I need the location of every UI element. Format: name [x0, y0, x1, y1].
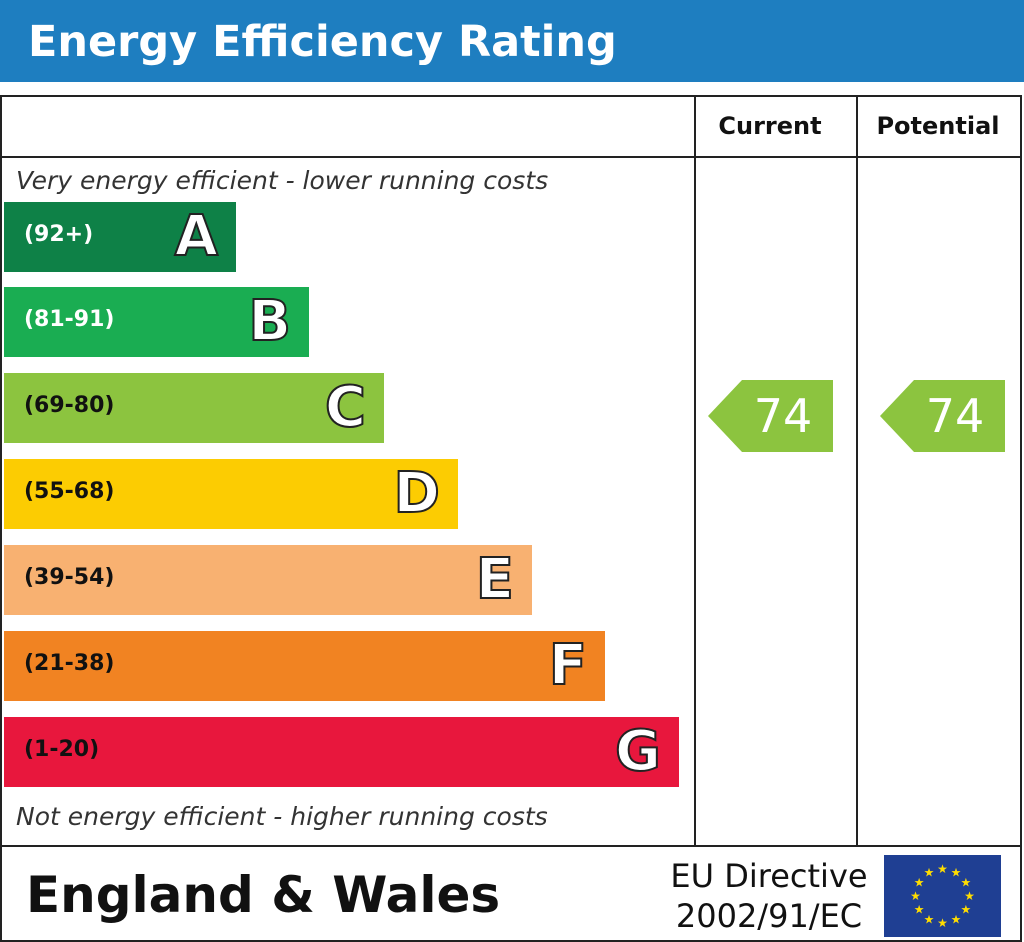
- divider-current: [694, 95, 696, 847]
- current-rating-arrow: 74: [708, 380, 833, 457]
- potential-arrow-shape: [880, 380, 1005, 452]
- band-range-label: (1-20): [24, 737, 100, 762]
- column-header-potential: Potential: [876, 112, 1000, 140]
- band-letter: C: [324, 374, 367, 441]
- band-d: (55-68) D: [4, 459, 458, 529]
- star-icon: ★: [914, 903, 925, 917]
- footer-divider: [0, 845, 1022, 847]
- eu-directive-number: 2002/91/EC: [675, 897, 863, 935]
- divider-potential: [856, 95, 858, 847]
- footer-country: England & Wales: [26, 866, 501, 924]
- star-icon: ★: [951, 866, 962, 880]
- star-icon: ★: [924, 912, 935, 926]
- star-icon: ★: [964, 889, 975, 903]
- band-range-label: (92+): [24, 222, 94, 247]
- eu-stars: ★★★★★★★★★ ★ ★★: [910, 862, 975, 930]
- star-icon: ★: [951, 912, 962, 926]
- band-a: (92+) A: [4, 202, 236, 272]
- band-range-label: (69-80): [24, 393, 115, 418]
- potential-rating-value: 74: [925, 389, 985, 443]
- star-icon: ★: [937, 862, 948, 876]
- page-title: Energy Efficiency Rating: [28, 17, 617, 67]
- potential-rating-arrow: 74: [880, 380, 1005, 457]
- star-icon: ★: [960, 903, 971, 917]
- eu-directive-label: EU Directive: [670, 857, 868, 895]
- column-header-current: Current: [718, 112, 822, 140]
- caption-efficient: Very energy efficient - lower running co…: [16, 166, 549, 195]
- rating-table-frame: [0, 95, 1022, 942]
- band-letter: G: [614, 718, 662, 785]
- star-icon: ★: [914, 876, 925, 890]
- band-range-label: (55-68): [24, 479, 115, 504]
- band-letter: E: [475, 546, 515, 613]
- band-f: (21-38) F: [4, 631, 605, 701]
- star-icon: ★: [910, 889, 921, 903]
- band-e: (39-54) E: [4, 545, 532, 615]
- band-letter: D: [393, 460, 442, 527]
- current-arrow-shape: [708, 380, 833, 452]
- header-row-divider: [0, 156, 1022, 158]
- band-range-label: (39-54): [24, 565, 115, 590]
- current-rating-value: 74: [753, 389, 813, 443]
- band-range-label: (21-38): [24, 651, 115, 676]
- header-bar: Energy Efficiency Rating: [0, 0, 1024, 82]
- eu-flag-icon: ★ ★ ★ ★ ★ ★ ★ ★ ★ ★ ★ ★: [884, 855, 1001, 937]
- band-g: (1-20) G: [4, 717, 679, 787]
- band-letter: A: [174, 203, 219, 270]
- band-b: (81-91) B: [4, 287, 309, 357]
- band-range-label: (81-91): [24, 307, 115, 332]
- star-icon: ★: [960, 876, 971, 890]
- star-icon: ★: [937, 916, 948, 930]
- band-letter: F: [548, 632, 588, 699]
- band-c: (69-80) C: [4, 373, 384, 443]
- caption-inefficient: Not energy efficient - higher running co…: [16, 802, 548, 831]
- star-icon: ★: [924, 866, 935, 880]
- band-letter: B: [247, 288, 292, 355]
